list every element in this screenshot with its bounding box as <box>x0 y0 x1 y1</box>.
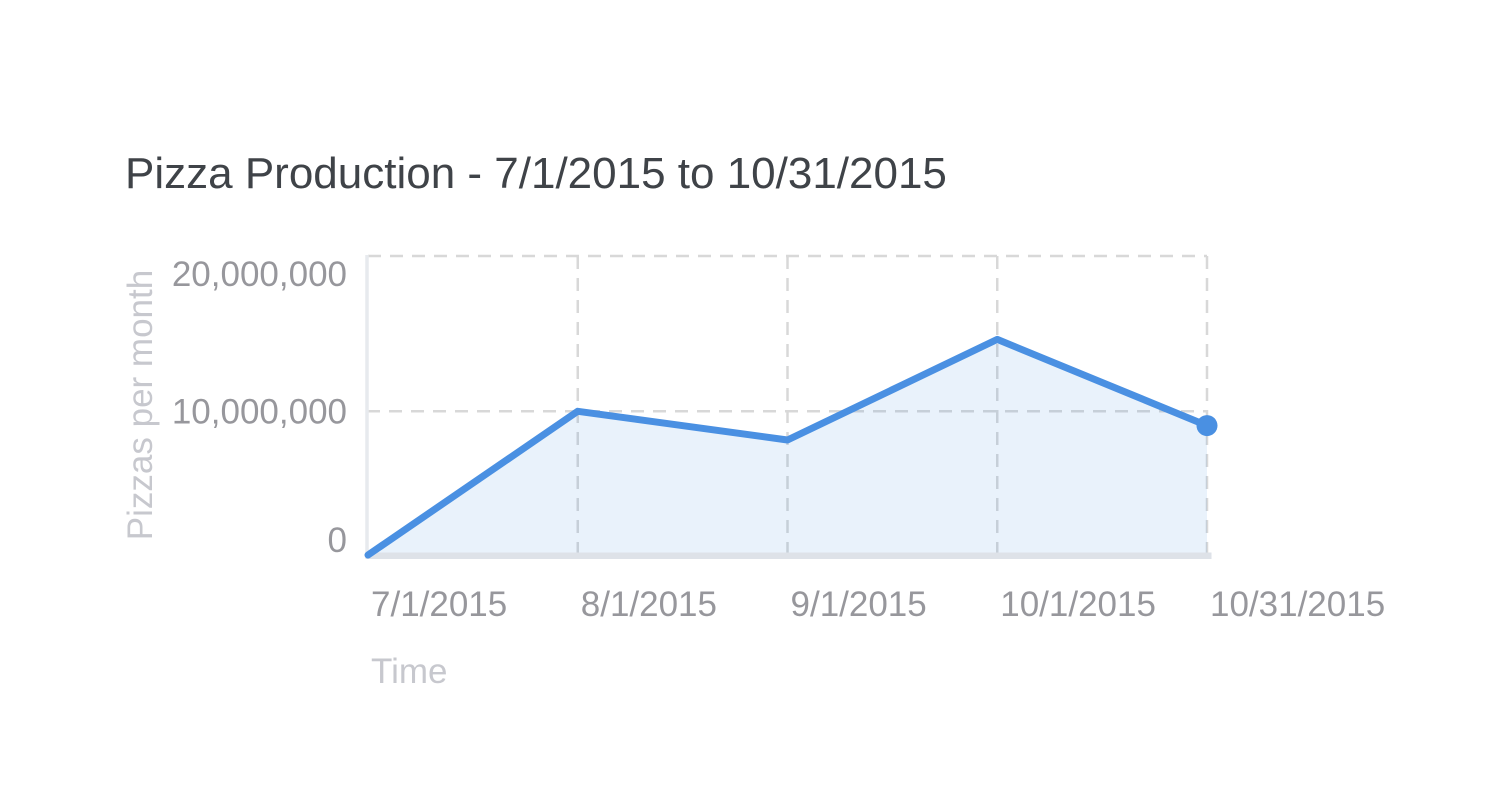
x-axis-line <box>365 552 1212 559</box>
x-axis-title: Time <box>371 652 448 691</box>
x-tick-label: 9/1/2015 <box>791 585 927 624</box>
chart-title: Pizza Production - 7/1/2015 to 10/31/201… <box>125 149 947 198</box>
x-tick-label: 10/1/2015 <box>1000 585 1156 624</box>
y-tick-label: 0 <box>328 521 347 560</box>
y-tick-label: 10,000,000 <box>172 392 347 431</box>
x-tick-label: 10/31/2015 <box>1210 585 1385 624</box>
series-line <box>364 335 1211 559</box>
y-tick-label: 20,000,000 <box>172 255 347 294</box>
x-tick-label: 7/1/2015 <box>371 585 507 624</box>
x-tick-label: 8/1/2015 <box>581 585 717 624</box>
series-area <box>368 339 1207 555</box>
y-axis-title: Pizzas per month <box>121 269 160 541</box>
data-point-marker <box>1196 415 1218 437</box>
